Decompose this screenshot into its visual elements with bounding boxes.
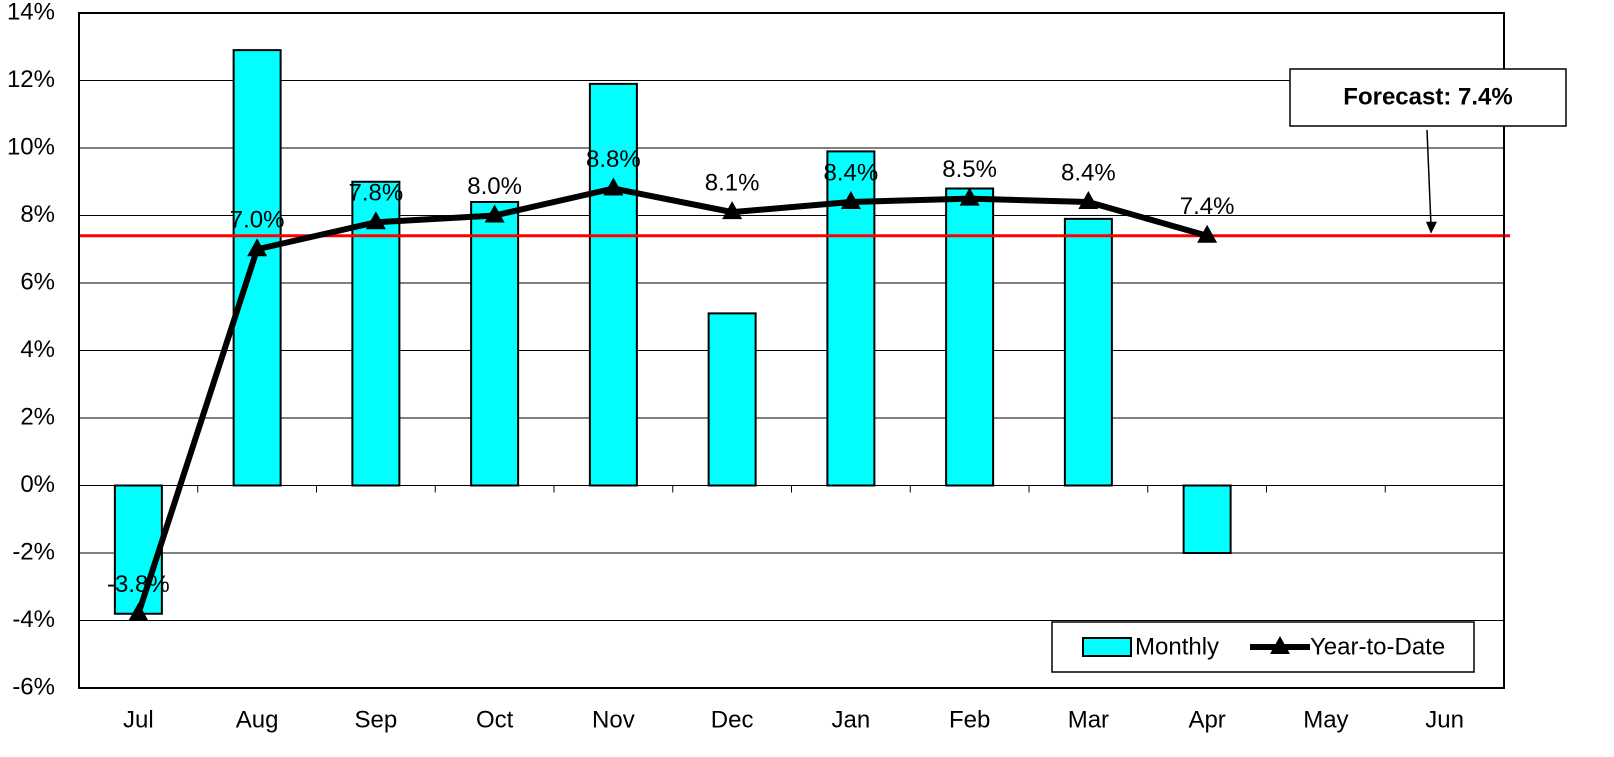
bar — [351, 180, 401, 487]
x-tick-label: Dec — [711, 706, 754, 733]
value-label: 8.8% — [586, 146, 641, 173]
value-label: 8.4% — [1061, 159, 1116, 186]
bar — [232, 49, 282, 487]
x-tick-label: Aug — [236, 706, 279, 733]
x-tick-label: Feb — [949, 706, 990, 733]
line — [135, 185, 1208, 615]
bar — [707, 312, 757, 487]
legend-swatch — [1082, 637, 1132, 657]
x-tick-label: May — [1303, 706, 1348, 733]
arrow-head — [1426, 221, 1437, 234]
marker — [484, 204, 505, 223]
bar — [1182, 484, 1232, 554]
marker — [840, 191, 861, 209]
y-tick-label: -2% — [12, 538, 55, 565]
value-label: 8.4% — [824, 159, 879, 186]
x-tick-label: Nov — [592, 706, 635, 733]
value-label: 8.0% — [467, 173, 522, 200]
marker — [365, 211, 386, 230]
value-label: 7.4% — [1180, 193, 1235, 220]
y-tick-label: 6% — [20, 268, 55, 295]
bar — [1063, 217, 1113, 487]
value-label: 8.1% — [705, 169, 760, 196]
value-label: -3.8% — [107, 571, 170, 598]
y-tick-label: 12% — [7, 66, 55, 93]
y-tick-label: 8% — [20, 201, 55, 228]
legend-label: Monthly — [1135, 633, 1219, 660]
annotation-arrow — [1426, 129, 1432, 226]
marker — [1197, 224, 1218, 243]
value-label: 8.5% — [942, 156, 997, 183]
legend-marker — [1270, 636, 1290, 654]
x-tick-label: Sep — [355, 706, 398, 733]
annotation: Forecast: 7.4% — [1343, 83, 1512, 110]
value-label: 7.8% — [349, 180, 404, 207]
x-tick-label: Jul — [123, 706, 154, 733]
x-tick-label: Oct — [476, 706, 514, 733]
marker — [128, 602, 149, 621]
x-tick-label: Jan — [832, 706, 871, 733]
y-tick-label: 0% — [20, 471, 55, 498]
marker — [247, 238, 268, 257]
x-tick-label: Mar — [1068, 706, 1109, 733]
value-label: 7.0% — [230, 207, 285, 234]
marker — [1078, 191, 1099, 209]
x-tick-label: Apr — [1188, 706, 1225, 733]
bar — [826, 150, 876, 487]
marker — [722, 201, 743, 220]
y-tick-label: -6% — [12, 673, 55, 700]
marker — [959, 187, 980, 206]
x-tick-label: Jun — [1425, 706, 1464, 733]
bar — [945, 187, 995, 487]
annotation-box — [1289, 68, 1567, 127]
bar — [588, 82, 638, 487]
plot-border — [78, 12, 1505, 689]
bar — [470, 201, 520, 487]
y-tick-label: 14% — [7, 0, 55, 25]
y-tick-label: 2% — [20, 403, 55, 430]
marker — [603, 177, 624, 196]
legend-label: Year-to-Date — [1310, 633, 1445, 660]
y-tick-label: 10% — [7, 133, 55, 160]
y-tick-label: -4% — [12, 606, 55, 633]
y-tick-label: 4% — [20, 336, 55, 363]
